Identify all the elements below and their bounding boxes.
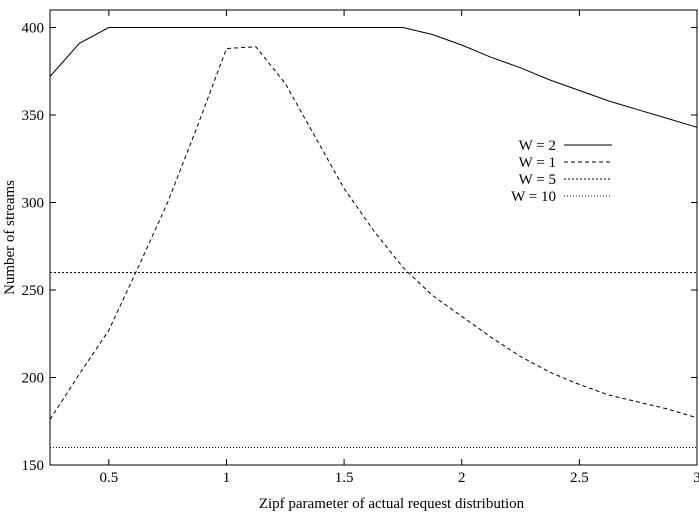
y-tick-label: 400	[22, 21, 45, 37]
x-tick-label: 1.5	[335, 470, 354, 486]
series-line-2	[49, 46, 698, 420]
x-tick-label: 1	[223, 470, 231, 486]
x-tick-label: 0.5	[99, 470, 118, 486]
plot-frame	[49, 9, 698, 466]
legend-label: W = 10	[511, 189, 556, 205]
y-tick-label: 200	[22, 371, 45, 387]
y-tick-label: 350	[22, 108, 45, 124]
x-tick-label: 2.5	[570, 470, 589, 486]
series-line-1	[49, 27, 698, 128]
axis-ticks: 150 200 250 300 350 400 0.5 1 1.5 2 2.5 3	[22, 10, 699, 486]
legend-label: W = 2	[519, 138, 556, 154]
series-layer	[49, 27, 698, 448]
x-tick-label: 3	[693, 470, 699, 486]
plot-border	[49, 9, 698, 466]
y-tick-label: 150	[22, 458, 45, 474]
legend-label: W = 1	[519, 155, 556, 171]
y-tick-label: 250	[22, 283, 45, 299]
y-tick-label: 300	[22, 196, 45, 212]
legend: W = 2W = 1W = 5W = 10	[511, 138, 612, 205]
x-tick-label: 2	[458, 470, 466, 486]
x-axis-label: Zipf parameter of actual request distrib…	[259, 496, 525, 512]
legend-label: W = 5	[519, 172, 556, 188]
y-axis-label: Number of streams	[2, 180, 18, 295]
